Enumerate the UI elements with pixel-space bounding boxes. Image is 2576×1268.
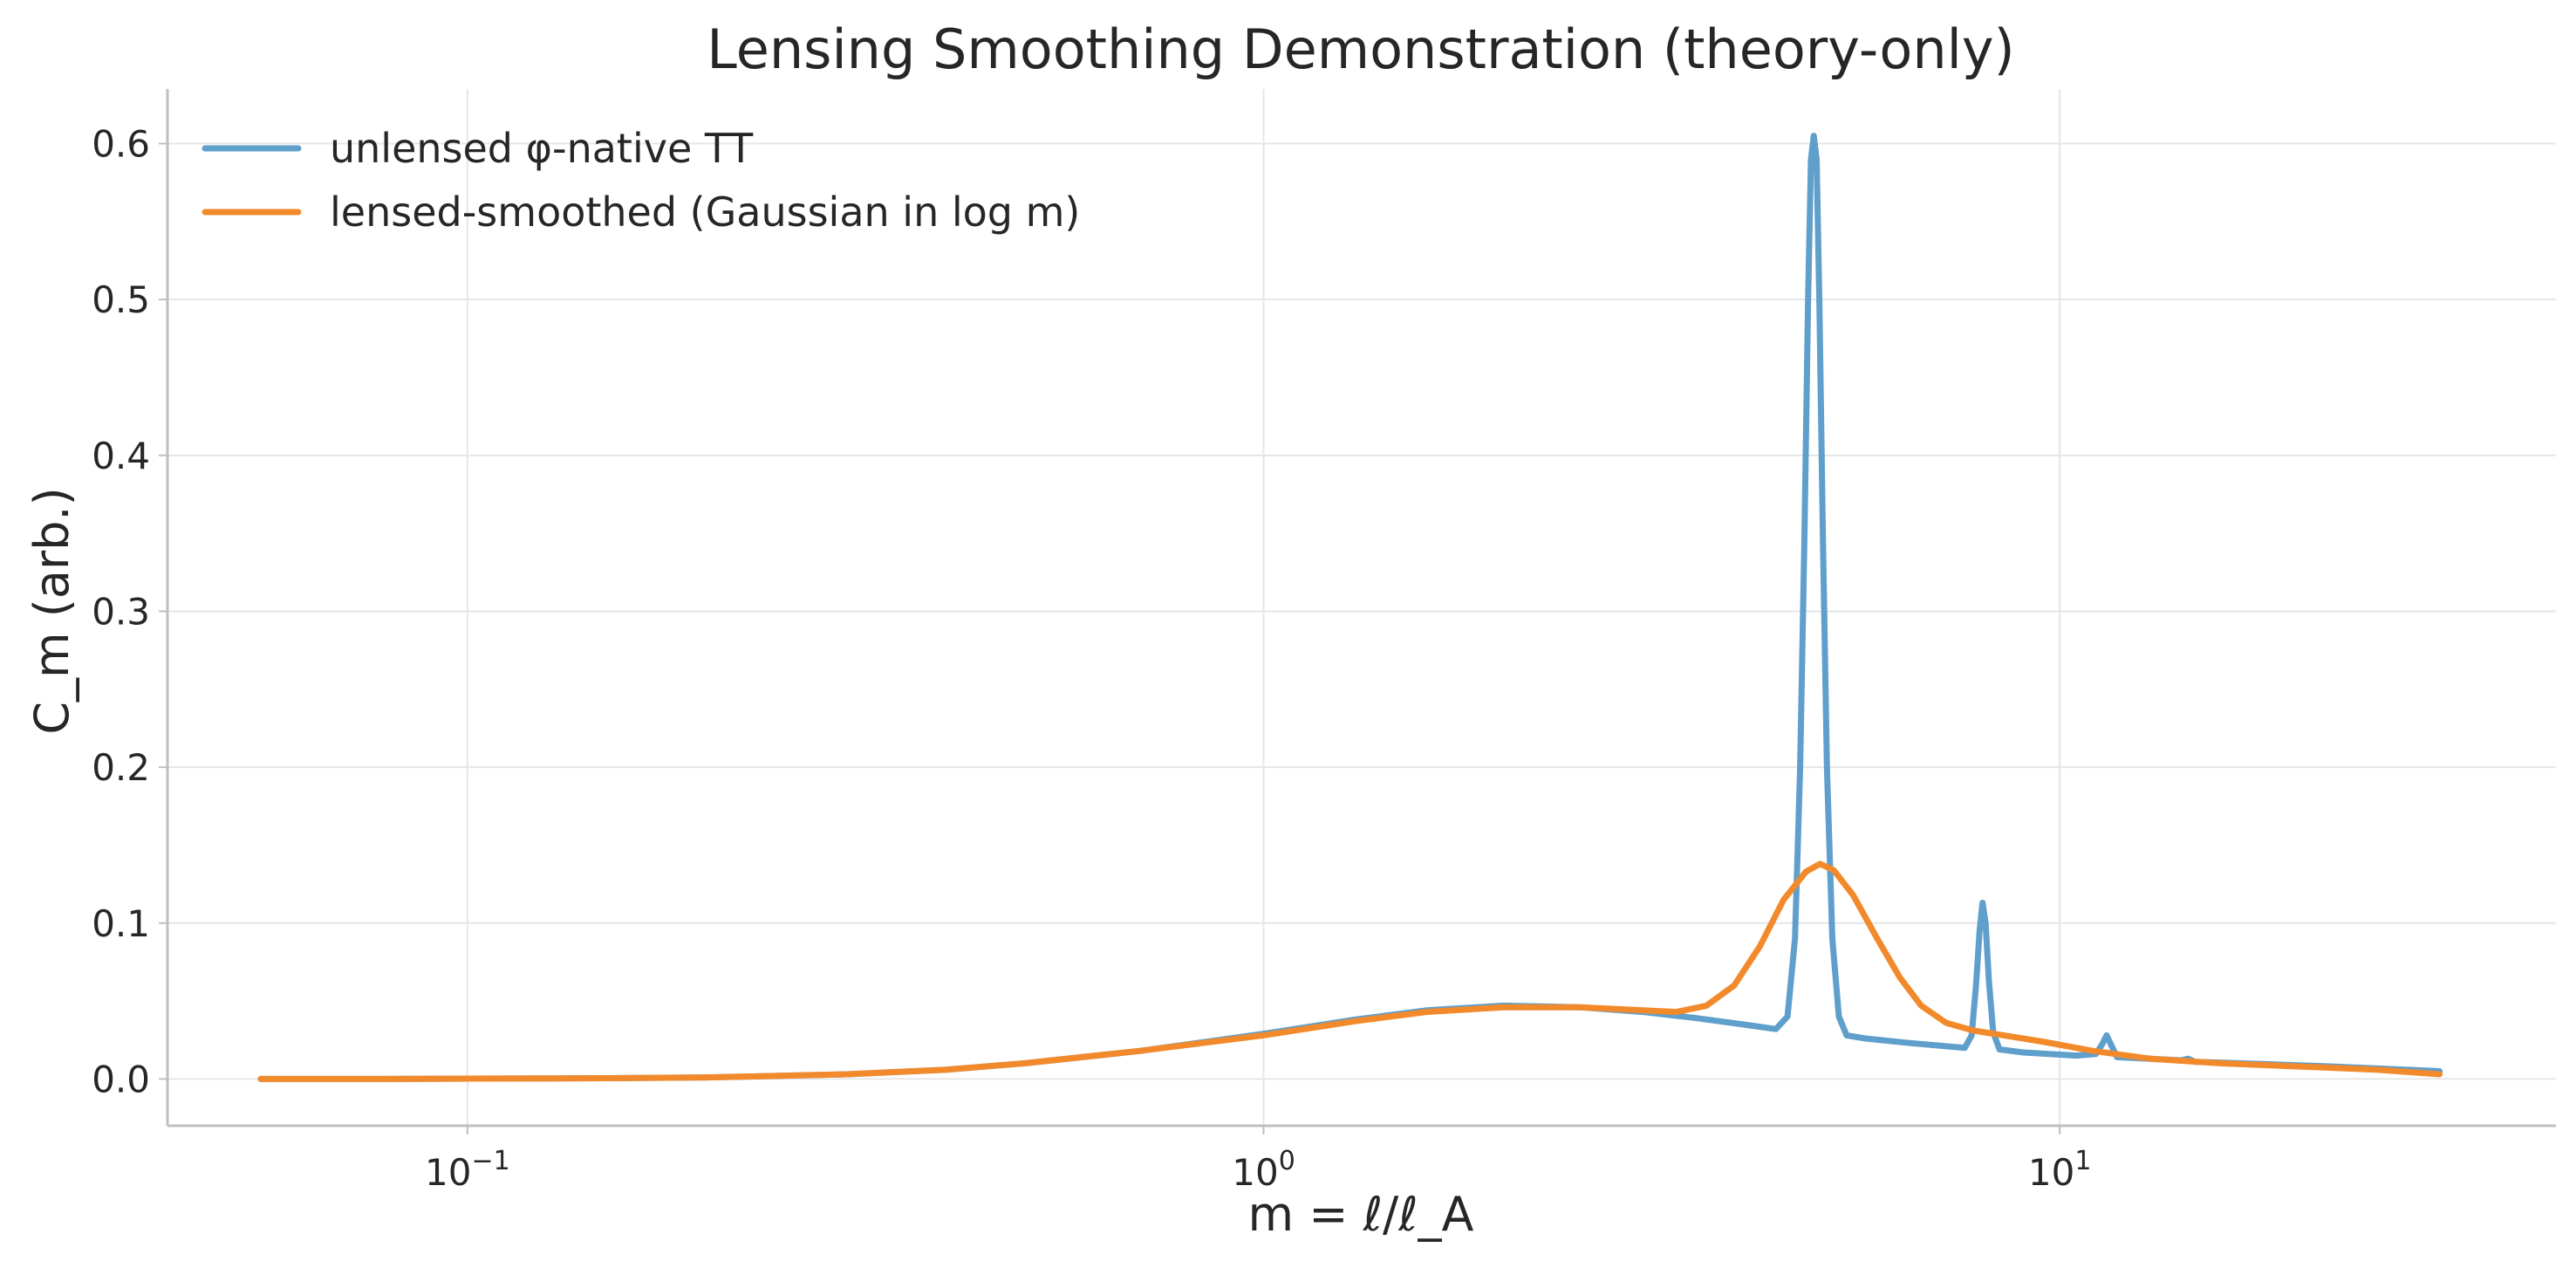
y-tick-label: 0.3 bbox=[92, 590, 150, 633]
series-layer bbox=[257, 133, 2443, 1082]
y-tick-label: 0.6 bbox=[92, 123, 150, 166]
series-line-unlensed bbox=[257, 133, 2443, 1082]
y-tick-label: 0.1 bbox=[92, 902, 150, 945]
x-tick-label: 10−1 bbox=[425, 1146, 510, 1194]
y-tick-label: 0.2 bbox=[92, 746, 150, 789]
x-tick-label: 101 bbox=[2028, 1146, 2092, 1194]
grid-layer bbox=[167, 89, 2556, 1126]
legend-label-lensed: lensed-smoothed (Gaussian in log m) bbox=[330, 188, 1080, 236]
y-tick-label: 0.0 bbox=[92, 1058, 150, 1100]
series-line-lensed bbox=[257, 860, 2443, 1082]
x-tick-label: 100 bbox=[1232, 1146, 1295, 1194]
y-ticks: 0.0 0.1 0.2 0.3 0.4 0.5 0.6 bbox=[92, 123, 167, 1100]
y-axis-label: C_m (arb.) bbox=[24, 487, 79, 734]
chart-title: Lensing Smoothing Demonstration (theory-… bbox=[707, 17, 2014, 81]
y-tick-label: 0.4 bbox=[92, 435, 150, 477]
legend-label-unlensed: unlensed φ-native TT bbox=[330, 125, 754, 172]
legend: unlensed φ-native TT lensed-smoothed (Ga… bbox=[202, 125, 1080, 236]
x-ticks: 10−1 100 101 bbox=[425, 1126, 2091, 1194]
x-axis-label: m = ℓ/ℓ_A bbox=[1248, 1187, 1474, 1242]
y-tick-label: 0.5 bbox=[92, 278, 150, 321]
